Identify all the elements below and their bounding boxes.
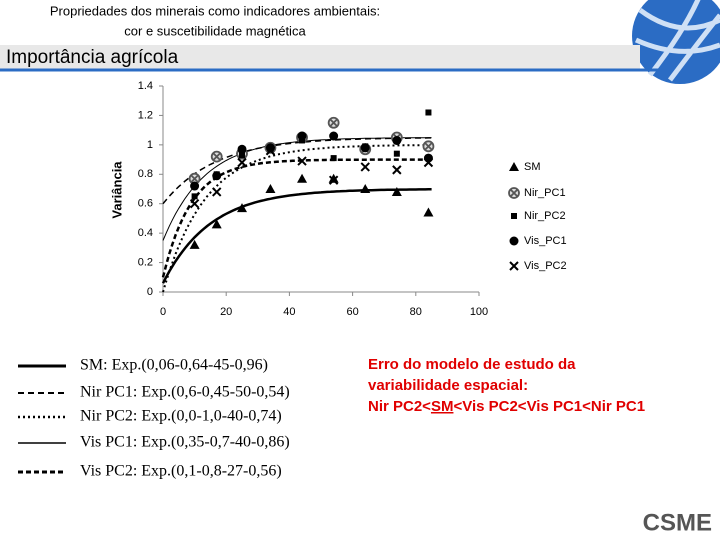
ranking-part: Nir PC2< bbox=[368, 398, 431, 415]
model-curve bbox=[161, 158, 432, 278]
model-label: Nir PC2: Exp.(0,0-1,0-40-0,74) bbox=[80, 408, 282, 425]
legend-marker bbox=[509, 162, 519, 171]
point bbox=[212, 187, 222, 197]
ranking-part: <Vis PC2<Vis PC1<Nir PC1 bbox=[453, 398, 645, 415]
point bbox=[393, 150, 400, 157]
point bbox=[239, 152, 245, 159]
legend-label: Nir_PC1 bbox=[524, 187, 566, 199]
point bbox=[391, 186, 402, 196]
point bbox=[237, 203, 247, 213]
y-tick-label: 0.6 bbox=[138, 198, 153, 210]
point bbox=[328, 175, 339, 185]
model-label: Vis PC2: Exp.(0,1-0,8-27-0,56) bbox=[80, 463, 282, 480]
point bbox=[327, 116, 340, 129]
point bbox=[392, 135, 402, 145]
legend-marker bbox=[509, 261, 519, 271]
note-line: variabilidade espacial: bbox=[368, 377, 528, 394]
x-tick-label: 20 bbox=[220, 306, 232, 318]
y-tick-label: 0.8 bbox=[138, 168, 153, 180]
model-curve bbox=[162, 137, 432, 241]
point bbox=[212, 171, 222, 181]
note-line: Erro do modelo de estudo da bbox=[368, 356, 576, 373]
legend-label: Vis_PC2 bbox=[524, 260, 567, 272]
model-curve bbox=[162, 144, 432, 293]
point bbox=[423, 207, 434, 217]
x-tick-label: 0 bbox=[160, 306, 166, 318]
point bbox=[423, 157, 434, 168]
y-tick-label: 1 bbox=[147, 139, 153, 151]
legend-label: Nir_PC2 bbox=[524, 210, 566, 222]
point bbox=[360, 143, 370, 153]
point bbox=[190, 181, 200, 191]
point bbox=[328, 173, 339, 183]
y-axis-label: Variância bbox=[109, 161, 124, 219]
model-label: SM: Exp.(0,06-0,64-45-0,96) bbox=[80, 357, 268, 374]
y-tick-label: 0 bbox=[147, 286, 153, 298]
point bbox=[392, 165, 402, 175]
y-tick-label: 1.4 bbox=[138, 80, 153, 92]
point bbox=[422, 140, 435, 153]
point bbox=[360, 162, 370, 172]
legend-label: SM bbox=[524, 161, 541, 173]
globe-logo bbox=[632, 0, 720, 84]
model-legend: SM: Exp.(0,06-0,64-45-0,96) Nir PC1: Exp.… bbox=[18, 357, 290, 480]
legend-label: Vis_PC1 bbox=[524, 235, 567, 247]
point bbox=[297, 156, 307, 166]
x-tick-label: 40 bbox=[283, 306, 295, 318]
note: Erro do modelo de estudo da variabilidad… bbox=[368, 356, 645, 415]
model-label: Nir PC1: Exp.(0,6-0,45-50-0,54) bbox=[80, 384, 290, 401]
point bbox=[210, 150, 223, 163]
title-line: Propriedades dos minerais como indicador… bbox=[50, 3, 380, 18]
plot: 0 0.2 0.4 0.6 0.8 1 1.2 1.4 0 20 40 60 80 100 Variânci… bbox=[109, 80, 566, 318]
point bbox=[329, 131, 339, 141]
point bbox=[189, 199, 200, 209]
section-title: Importância agrícola bbox=[6, 47, 179, 68]
y-tick-label: 0.4 bbox=[138, 227, 153, 239]
point bbox=[297, 173, 308, 183]
title-line: cor e suscetibilidade magnética bbox=[124, 23, 306, 38]
point bbox=[265, 146, 276, 156]
ranking-part: SM bbox=[431, 398, 454, 415]
point bbox=[237, 157, 247, 168]
point bbox=[297, 131, 307, 141]
point bbox=[189, 239, 200, 249]
point bbox=[360, 184, 371, 193]
section-band bbox=[0, 45, 640, 69]
x-tick-label: 80 bbox=[410, 306, 422, 318]
y-tick-label: 1.2 bbox=[138, 109, 153, 121]
legend-marker bbox=[511, 213, 517, 219]
model-label: Vis PC1: Exp.(0,35-0,7-40-0,86) bbox=[80, 434, 290, 451]
point bbox=[265, 143, 275, 153]
point bbox=[425, 109, 432, 116]
model-curve bbox=[161, 188, 432, 284]
point bbox=[265, 184, 276, 193]
x-tick-label: 60 bbox=[346, 306, 358, 318]
csme-logo: CSME bbox=[643, 509, 712, 536]
point bbox=[191, 193, 198, 200]
legend-marker bbox=[508, 187, 520, 199]
point bbox=[211, 219, 222, 229]
legend-marker bbox=[509, 236, 519, 246]
point bbox=[237, 144, 247, 154]
y-tick-label: 0.2 bbox=[138, 256, 153, 268]
note-ranking: Nir PC2<SM<Vis PC2<Vis PC1<Nir PC1 bbox=[368, 398, 645, 415]
x-tick-label: 100 bbox=[470, 306, 488, 318]
point bbox=[330, 155, 337, 162]
